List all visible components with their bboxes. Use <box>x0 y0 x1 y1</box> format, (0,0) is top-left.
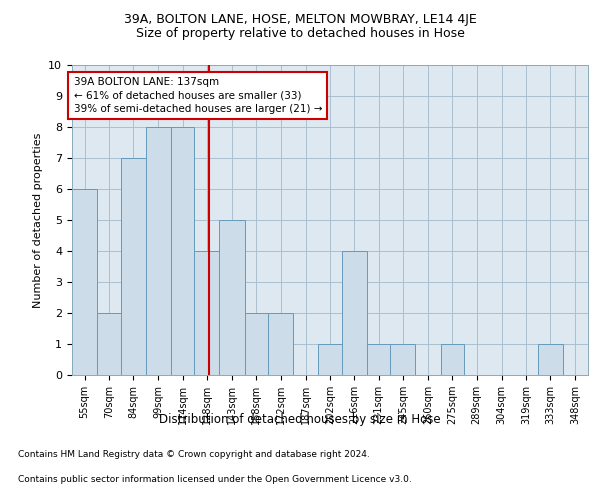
Bar <box>171 127 194 375</box>
Bar <box>318 344 342 375</box>
Y-axis label: Number of detached properties: Number of detached properties <box>33 132 43 308</box>
Text: Distribution of detached houses by size in Hose: Distribution of detached houses by size … <box>159 412 441 426</box>
Bar <box>342 251 367 375</box>
Bar <box>367 344 391 375</box>
Bar <box>97 313 121 375</box>
Bar <box>391 344 415 375</box>
Text: 39A, BOLTON LANE, HOSE, MELTON MOWBRAY, LE14 4JE: 39A, BOLTON LANE, HOSE, MELTON MOWBRAY, … <box>124 12 476 26</box>
Bar <box>440 344 464 375</box>
Bar <box>194 251 220 375</box>
Bar <box>220 220 245 375</box>
Bar <box>538 344 563 375</box>
Bar <box>245 313 268 375</box>
Text: Size of property relative to detached houses in Hose: Size of property relative to detached ho… <box>136 28 464 40</box>
Bar <box>146 127 171 375</box>
Bar <box>268 313 293 375</box>
Text: 39A BOLTON LANE: 137sqm
← 61% of detached houses are smaller (33)
39% of semi-de: 39A BOLTON LANE: 137sqm ← 61% of detache… <box>74 78 322 114</box>
Text: Contains public sector information licensed under the Open Government Licence v3: Contains public sector information licen… <box>18 475 412 484</box>
Text: Contains HM Land Registry data © Crown copyright and database right 2024.: Contains HM Land Registry data © Crown c… <box>18 450 370 459</box>
Bar <box>72 189 97 375</box>
Bar <box>121 158 146 375</box>
